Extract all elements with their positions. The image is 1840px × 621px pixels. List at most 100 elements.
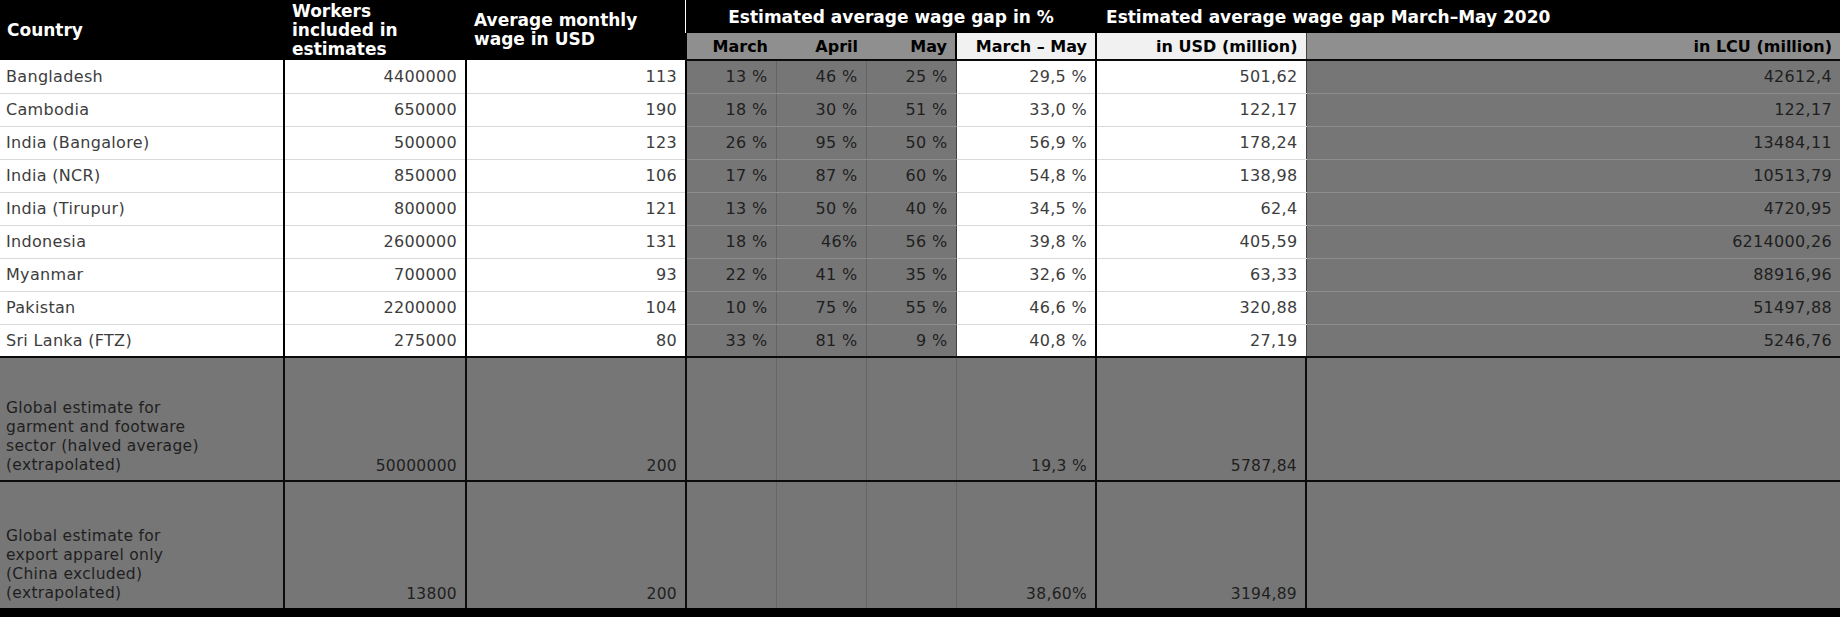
cell-gap-april (776, 357, 866, 481)
cell-gap-march-may: 40,8 % (956, 324, 1096, 357)
cell-gap-lcu: 5246,76 (1306, 324, 1840, 357)
cell-gap-lcu: 51497,88 (1306, 291, 1840, 324)
table-row: Bangladesh 4400000 113 13 % 46 % 25 % 29… (0, 60, 1840, 93)
cell-country: India (NCR) (0, 159, 284, 192)
cell-gap-march-may: 19,3 % (956, 357, 1096, 481)
cell-country: Global estimate for export apparel only … (0, 481, 284, 612)
cell-country: India (Bangalore) (0, 126, 284, 159)
cell-wage: 113 (466, 60, 686, 93)
wage-gap-table: Country Workers included in estimates Av… (0, 0, 1840, 617)
cell-country: Myanmar (0, 258, 284, 291)
cell-gap-march: 26 % (686, 126, 776, 159)
cell-gap-april: 75 % (776, 291, 866, 324)
cell-workers: 500000 (284, 126, 466, 159)
cell-workers: 850000 (284, 159, 466, 192)
cell-gap-march-may: 56,9 % (956, 126, 1096, 159)
cell-gap-march: 13 % (686, 60, 776, 93)
cell-gap-march: 33 % (686, 324, 776, 357)
cell-country: Pakistan (0, 291, 284, 324)
table-row: Cambodia 650000 190 18 % 30 % 51 % 33,0 … (0, 93, 1840, 126)
cell-workers: 2600000 (284, 225, 466, 258)
cell-country: India (Tirupur) (0, 192, 284, 225)
cell-country: Sri Lanka (FTZ) (0, 324, 284, 357)
cell-gap-march-may: 33,0 % (956, 93, 1096, 126)
cell-gap-april: 95 % (776, 126, 866, 159)
cell-gap-lcu (1306, 357, 1840, 481)
cell-gap-may: 55 % (866, 291, 956, 324)
cell-workers: 800000 (284, 192, 466, 225)
cell-workers: 4400000 (284, 60, 466, 93)
table-row-global-export-apparel: Global estimate for export apparel only … (0, 481, 1840, 612)
cell-gap-lcu: 6214000,26 (1306, 225, 1840, 258)
cell-gap-april: 50 % (776, 192, 866, 225)
cell-gap-march-may: 32,6 % (956, 258, 1096, 291)
cell-gap-march: 18 % (686, 93, 776, 126)
cell-workers: 700000 (284, 258, 466, 291)
cell-wage: 106 (466, 159, 686, 192)
cell-gap-march-may: 54,8 % (956, 159, 1096, 192)
cell-gap-lcu: 13484,11 (1306, 126, 1840, 159)
cell-wage: 121 (466, 192, 686, 225)
cell-gap-march-may: 46,6 % (956, 291, 1096, 324)
cell-gap-march: 13 % (686, 192, 776, 225)
cell-gap-april: 87 % (776, 159, 866, 192)
cell-wage: 123 (466, 126, 686, 159)
table-row: India (Tirupur) 800000 121 13 % 50 % 40 … (0, 192, 1840, 225)
cell-wage: 200 (466, 357, 686, 481)
cell-gap-march-may: 38,60% (956, 481, 1096, 612)
table-row-global-garment-footware: Global estimate for garment and footware… (0, 357, 1840, 481)
cell-gap-usd: 5787,84 (1096, 357, 1306, 481)
table-row: India (Bangalore) 500000 123 26 % 95 % 5… (0, 126, 1840, 159)
cell-gap-lcu: 4720,95 (1306, 192, 1840, 225)
cell-gap-may: 51 % (866, 93, 956, 126)
header-row-groups: Country Workers included in estimates Av… (0, 0, 1840, 33)
cell-gap-may: 35 % (866, 258, 956, 291)
group-header-wage-gap-percent: Estimated average wage gap in % (686, 0, 1096, 33)
cell-workers: 50000000 (284, 357, 466, 481)
cell-workers: 275000 (284, 324, 466, 357)
cell-gap-lcu (1306, 481, 1840, 612)
cell-gap-may (866, 357, 956, 481)
cell-gap-april: 81 % (776, 324, 866, 357)
cell-gap-march: 22 % (686, 258, 776, 291)
table-row: Pakistan 2200000 104 10 % 75 % 55 % 46,6… (0, 291, 1840, 324)
cell-gap-usd: 178,24 (1096, 126, 1306, 159)
cell-gap-usd: 27,19 (1096, 324, 1306, 357)
cell-gap-april (776, 481, 866, 612)
cell-wage: 104 (466, 291, 686, 324)
cell-gap-lcu: 42612,4 (1306, 60, 1840, 93)
group-header-wage-gap-2020: Estimated average wage gap March–May 202… (1096, 0, 1840, 33)
cell-gap-march (686, 481, 776, 612)
cell-gap-may: 9 % (866, 324, 956, 357)
table-row: Myanmar 700000 93 22 % 41 % 35 % 32,6 % … (0, 258, 1840, 291)
cell-country: Cambodia (0, 93, 284, 126)
cell-country: Global estimate for garment and footware… (0, 357, 284, 481)
cell-gap-may (866, 481, 956, 612)
cell-gap-usd: 405,59 (1096, 225, 1306, 258)
cell-country: Indonesia (0, 225, 284, 258)
cell-wage: 93 (466, 258, 686, 291)
cell-gap-usd: 501,62 (1096, 60, 1306, 93)
cell-gap-april: 46 % (776, 60, 866, 93)
sub-header-march: March (686, 33, 776, 60)
cell-workers: 2200000 (284, 291, 466, 324)
cell-gap-march (686, 357, 776, 481)
table-row: Sri Lanka (FTZ) 275000 80 33 % 81 % 9 % … (0, 324, 1840, 357)
col-header-workers: Workers included in estimates (284, 0, 466, 60)
cell-gap-lcu: 10513,79 (1306, 159, 1840, 192)
cell-gap-march: 18 % (686, 225, 776, 258)
col-header-wage: Average monthly wage in USD (466, 0, 686, 60)
cell-gap-usd: 3194,89 (1096, 481, 1306, 612)
cell-gap-usd: 138,98 (1096, 159, 1306, 192)
cell-gap-usd: 122,17 (1096, 93, 1306, 126)
cell-gap-march: 10 % (686, 291, 776, 324)
cell-gap-usd: 320,88 (1096, 291, 1306, 324)
cell-gap-march-may: 34,5 % (956, 192, 1096, 225)
cell-wage: 190 (466, 93, 686, 126)
sub-header-may: May (866, 33, 956, 60)
sub-header-april: April (776, 33, 866, 60)
cell-workers: 650000 (284, 93, 466, 126)
cell-gap-march-may: 39,8 % (956, 225, 1096, 258)
sub-header-lcu: in LCU (million) (1306, 33, 1840, 60)
cell-gap-april: 41 % (776, 258, 866, 291)
